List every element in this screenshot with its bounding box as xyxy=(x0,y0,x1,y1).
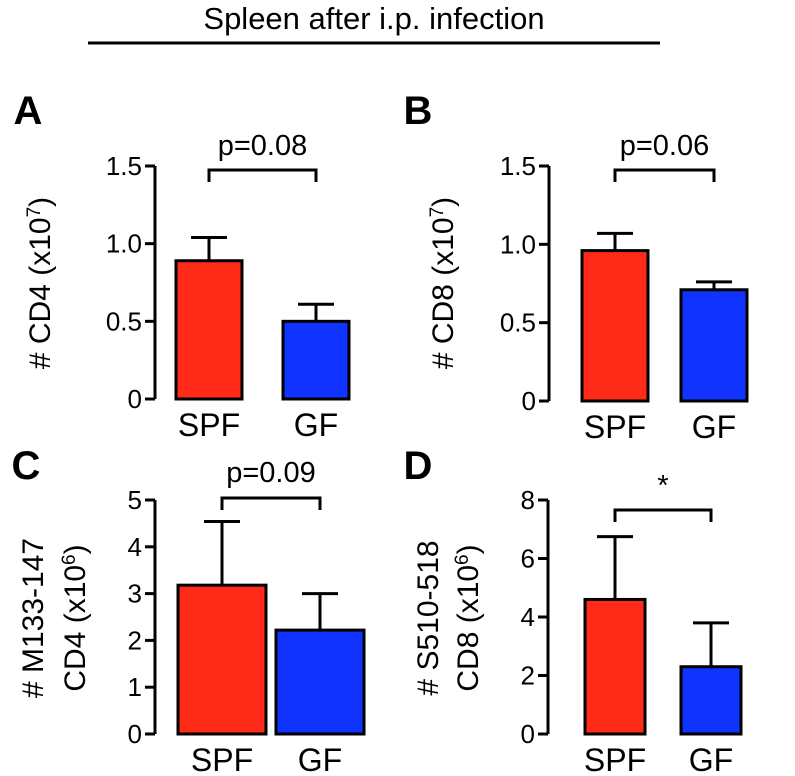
y-tick-label: 8 xyxy=(521,485,535,515)
panel-d: D 0 2 4 6 8 SPF GF * CD8 (x106)# S510-518 xyxy=(404,444,743,776)
y-axis-title: CD4 (x106) xyxy=(59,544,93,691)
category-label-spf: SPF xyxy=(584,742,646,776)
category-label-spf: SPF xyxy=(191,742,253,776)
y-tick-label: 2 xyxy=(521,661,535,691)
category-label-gf: GF xyxy=(689,742,733,776)
y-tick-label: 5 xyxy=(128,485,142,515)
bar-gf xyxy=(679,665,743,736)
significance-bracket xyxy=(613,168,716,182)
y-axis-title: # CD4 (x107) xyxy=(24,197,58,369)
panel-letter: C xyxy=(12,444,41,488)
significance-bracket xyxy=(220,496,322,510)
panel-letter: B xyxy=(404,89,433,133)
y-tick-label: 2 xyxy=(128,625,142,655)
y-tick-label: 0.5 xyxy=(500,308,536,338)
significance-label: p=0.08 xyxy=(218,130,308,162)
bar-spf xyxy=(583,597,647,736)
y-tick-label: 4 xyxy=(128,532,142,562)
significance-label: p=0.06 xyxy=(620,130,710,162)
y-tick-label: 1.0 xyxy=(500,229,536,259)
panel-c: C 0 1 2 3 4 5 SPF GF p=0.09 CD4 (x106) # M133-147 xyxy=(12,444,366,776)
panel-b: B 0 0.5 1.0 1.5 SPF GF p=0.06 # CD8 (x107) xyxy=(404,89,749,445)
y-axis-title: CD8 (x106) xyxy=(452,544,486,691)
bar-spf xyxy=(174,259,244,401)
panel-letter: A xyxy=(14,89,43,133)
category-label-spf: SPF xyxy=(178,407,240,443)
y-tick-label: 6 xyxy=(521,544,535,574)
bar-gf xyxy=(281,319,351,401)
bar-spf xyxy=(176,583,268,736)
y-tick-label: 3 xyxy=(128,579,142,609)
y-tick-label: 0 xyxy=(128,719,142,749)
y-tick-label: 0 xyxy=(128,384,142,414)
y-tick-label: 1 xyxy=(128,672,142,702)
category-label-gf: GF xyxy=(294,407,338,443)
y-axis-title-line1: # S510-518 xyxy=(412,540,445,695)
panel-a: A 0 0.5 1.0 1.5 SPF GF p=0.08 # CD4 (x107) xyxy=(14,89,351,443)
category-label-spf: SPF xyxy=(584,409,646,445)
panels: A 0 0.5 1.0 1.5 SPF GF p=0.08 # CD4 (x107) B 0 0.5 1… xyxy=(12,89,749,776)
y-axis-title: # CD8 (x107) xyxy=(427,197,461,369)
panel-letter: D xyxy=(404,444,433,488)
bar-spf xyxy=(580,249,650,403)
category-label-gf: GF xyxy=(692,409,736,445)
y-tick-label: 1.5 xyxy=(106,151,142,181)
y-tick-label: 0 xyxy=(521,719,535,749)
y-tick-label: 4 xyxy=(521,602,535,632)
significance-label: * xyxy=(657,470,668,502)
significance-bracket xyxy=(613,508,713,522)
bar-gf xyxy=(679,288,749,403)
category-label-gf: GF xyxy=(298,742,342,776)
significance-bracket xyxy=(207,168,318,182)
y-axis-title-line1: # M133-147 xyxy=(17,538,50,698)
y-tick-label: 0 xyxy=(522,386,536,416)
y-tick-label: 0.5 xyxy=(106,306,142,336)
significance-label: p=0.09 xyxy=(226,457,316,489)
figure-title: Spleen after i.p. infection xyxy=(203,1,544,36)
y-tick-label: 1.5 xyxy=(500,151,536,181)
bar-gf xyxy=(274,628,366,736)
y-tick-label: 1.0 xyxy=(106,229,142,259)
